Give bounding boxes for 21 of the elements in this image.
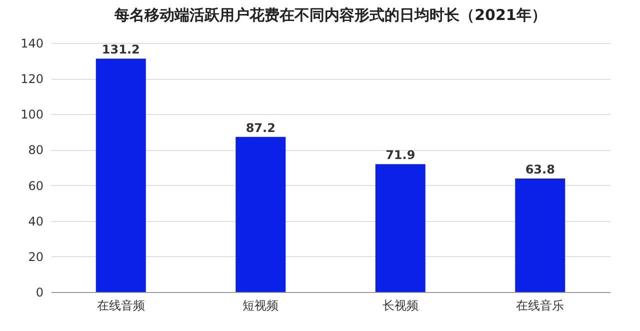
y-tick-label: 120 bbox=[20, 72, 44, 86]
y-tick-label: 100 bbox=[20, 108, 44, 122]
y-tick-label: 20 bbox=[28, 250, 44, 264]
y-tick-label: 0 bbox=[36, 286, 44, 300]
y-tick-label: 60 bbox=[28, 178, 44, 193]
data-label: 131.2 bbox=[102, 42, 140, 57]
x-tick-label: 在线音频 bbox=[96, 298, 145, 312]
bar bbox=[236, 136, 286, 292]
bar bbox=[96, 58, 146, 292]
x-tick-label: 长视频 bbox=[382, 298, 418, 312]
bar bbox=[515, 178, 566, 292]
bar bbox=[375, 164, 426, 292]
data-label: 63.8 bbox=[525, 162, 555, 177]
x-tick-label: 短视频 bbox=[242, 298, 279, 312]
y-tick-label: 40 bbox=[28, 214, 44, 228]
x-tick-label: 在线音乐 bbox=[516, 298, 564, 312]
y-tick-label: 140 bbox=[20, 36, 44, 50]
chart-title: 每名移动端活跃用户花费在不同内容形式的日均时长（2021年） bbox=[114, 6, 546, 24]
data-label: 71.9 bbox=[386, 148, 416, 162]
data-label: 87.2 bbox=[246, 120, 276, 135]
y-tick-label: 80 bbox=[28, 143, 44, 158]
